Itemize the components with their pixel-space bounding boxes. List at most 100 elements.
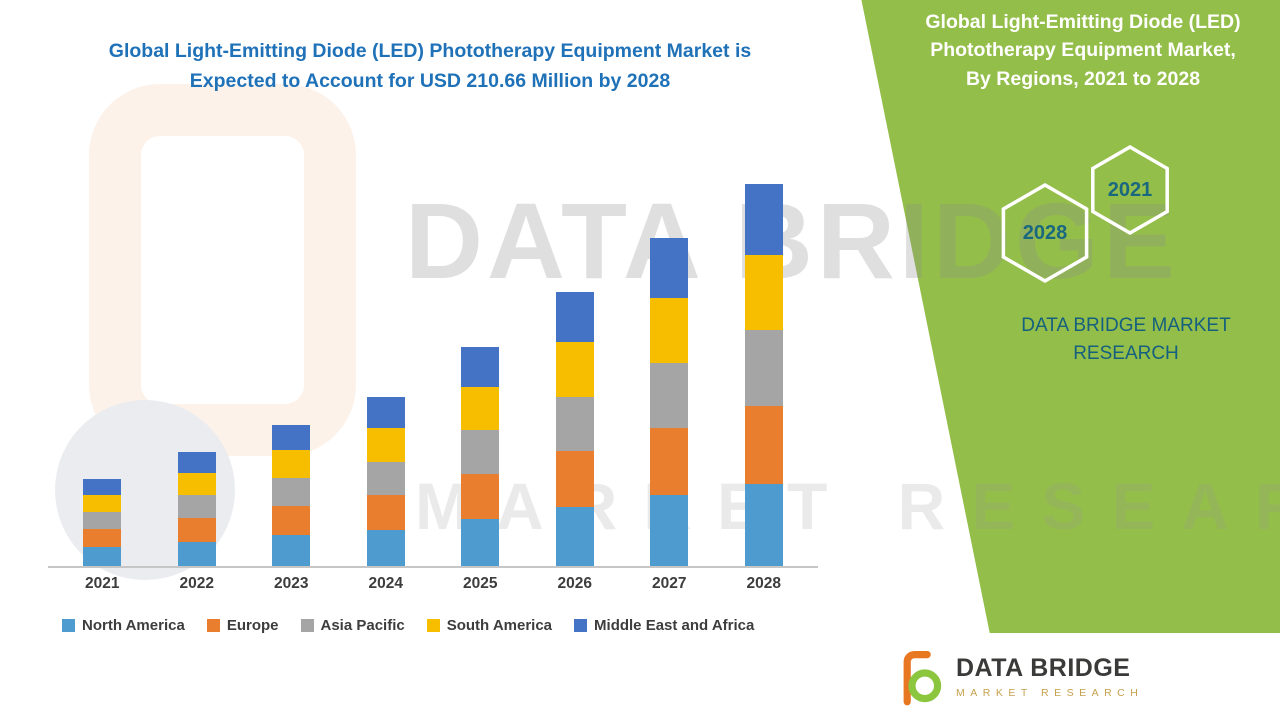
- x-axis-label-2021: 2021: [85, 575, 120, 592]
- bar-segment-asia-pacific: [555, 396, 594, 451]
- bar-segment-north-america: [744, 484, 783, 566]
- x-axis-label-2022: 2022: [179, 575, 214, 592]
- chart-title: Global Light-Emitting Diode (LED) Photot…: [30, 36, 830, 96]
- bar-segment-middle-east-and-africa: [555, 292, 594, 343]
- x-axis-label-2028: 2028: [746, 575, 781, 592]
- right-panel-title-line1: Global Light-Emitting Diode (LED): [925, 11, 1241, 33]
- legend-item-north-america: North America: [62, 617, 185, 634]
- legend-swatch-icon: [300, 619, 314, 632]
- bar-segment-europe: [272, 506, 311, 536]
- bar-segment-south-america: [83, 494, 122, 512]
- bar-segment-north-america: [83, 547, 122, 566]
- x-axis-labels: 2021 2022 2023 2024 2025 2026 2027 2028: [55, 575, 811, 593]
- bar-segment-north-america: [461, 518, 500, 566]
- bar-segment-asia-pacific: [83, 511, 122, 529]
- legend-item-europe: Europe: [206, 617, 279, 634]
- x-axis-label-2025: 2025: [463, 575, 498, 592]
- bar-column-2024: [339, 170, 434, 566]
- footer-text-block: DATA BRIDGE MARKET RESEARCH: [956, 654, 1143, 699]
- legend-label: South America: [446, 617, 553, 634]
- bar-segment-south-america: [272, 450, 311, 479]
- bar-column-2026: [528, 170, 623, 566]
- legend-swatch-icon: [206, 619, 220, 632]
- bar-segment-europe: [650, 428, 689, 496]
- stacked-bar-2028: [744, 183, 783, 566]
- bar-segment-middle-east-and-africa: [83, 479, 122, 495]
- year-hexagons-icon: [1001, 145, 1169, 284]
- chart-legend: North America Europe Asia Pacific South Ame…: [62, 617, 754, 634]
- bar-column-2022: [150, 170, 245, 566]
- brand-text: DATA BRIDGE MARKET RESEARCH: [1021, 315, 1231, 364]
- hexagon-year-2028: 2028: [1022, 222, 1068, 244]
- legend-swatch-icon: [574, 619, 588, 632]
- bar-segment-south-america: [744, 254, 783, 331]
- bar-segment-asia-pacific: [177, 495, 216, 518]
- bar-segment-asia-pacific: [272, 478, 311, 507]
- bar-segment-europe: [177, 517, 216, 542]
- footer-brand-subtitle: MARKET RESEARCH: [956, 687, 1144, 699]
- legend-item-asia-pacific: Asia Pacific: [300, 617, 405, 634]
- stacked-bar-2023: [272, 424, 311, 566]
- bar-segment-asia-pacific: [461, 430, 500, 474]
- stacked-bar-2024: [366, 397, 405, 566]
- x-axis-label-2023: 2023: [274, 575, 309, 592]
- right-panel-title-line2: Phototherapy Equipment Market,: [930, 39, 1236, 62]
- footer-logo-box: DATA BRIDGE MARKET RESEARCH: [874, 633, 1280, 720]
- chart-title-line2: Expected to Account for USD 210.66 Milli…: [189, 70, 671, 93]
- bar-segment-middle-east-and-africa: [650, 237, 689, 298]
- bar-segment-south-america: [555, 342, 594, 397]
- hexagon-year-2021: 2021: [1107, 179, 1153, 201]
- bar-segment-europe: [366, 495, 405, 530]
- x-axis-label-2027: 2027: [652, 575, 687, 592]
- x-axis-label-2024: 2024: [368, 575, 403, 592]
- bar-segment-asia-pacific: [744, 330, 783, 407]
- legend-label: Middle East and Africa: [594, 617, 755, 634]
- bar-segment-middle-east-and-africa: [177, 451, 216, 473]
- bar-segment-asia-pacific: [366, 461, 405, 496]
- stacked-bar-chart: [55, 170, 811, 566]
- bar-segment-south-america: [461, 386, 500, 431]
- stacked-bar-2026: [555, 292, 594, 566]
- legend-item-middle-east-and-africa: Middle East and Africa: [574, 617, 754, 634]
- bar-segment-middle-east-and-africa: [272, 424, 311, 451]
- x-axis-line: [48, 566, 818, 568]
- legend-label: Europe: [226, 617, 279, 634]
- bar-segment-europe: [461, 473, 500, 519]
- chart-title-line1: Global Light-Emitting Diode (LED) Photot…: [108, 40, 752, 62]
- stacked-bar-2027: [650, 237, 689, 566]
- bar-segment-europe: [555, 450, 594, 508]
- legend-swatch-icon: [426, 619, 440, 632]
- legend-label: North America: [82, 617, 185, 634]
- bar-segment-europe: [83, 528, 122, 547]
- bar-segment-europe: [744, 406, 783, 485]
- bar-segment-north-america: [555, 507, 594, 566]
- bar-segment-south-america: [650, 297, 689, 363]
- bar-column-2027: [622, 170, 717, 566]
- legend-swatch-icon: [62, 619, 75, 632]
- bar-column-2023: [244, 170, 339, 566]
- bar-segment-asia-pacific: [650, 362, 689, 429]
- stacked-bar-2022: [177, 451, 216, 566]
- bar-segment-north-america: [650, 495, 689, 566]
- bar-segment-middle-east-and-africa: [461, 346, 500, 387]
- footer-brand-name: DATA BRIDGE: [956, 654, 1131, 682]
- right-panel-title: Global Light-Emitting Diode (LED) Photot…: [900, 8, 1266, 93]
- stacked-bar-2021: [83, 479, 122, 566]
- bar-column-2021: [55, 170, 150, 566]
- x-axis-label-2026: 2026: [557, 575, 592, 592]
- data-bridge-logo-icon: [903, 650, 942, 705]
- bar-segment-south-america: [366, 428, 405, 462]
- bar-column-2025: [433, 170, 528, 566]
- bar-segment-middle-east-and-africa: [366, 397, 405, 429]
- bar-segment-north-america: [366, 529, 405, 566]
- legend-label: Asia Pacific: [320, 617, 405, 634]
- bar-segment-middle-east-and-africa: [744, 183, 783, 255]
- bar-segment-north-america: [272, 535, 311, 566]
- bar-segment-north-america: [177, 541, 216, 566]
- bar-segment-south-america: [177, 472, 216, 496]
- right-panel-title-line3: By Regions, 2021 to 2028: [965, 67, 1201, 90]
- bar-column-2028: [717, 170, 812, 566]
- stacked-bar-2025: [461, 346, 500, 566]
- legend-item-south-america: South America: [426, 617, 553, 634]
